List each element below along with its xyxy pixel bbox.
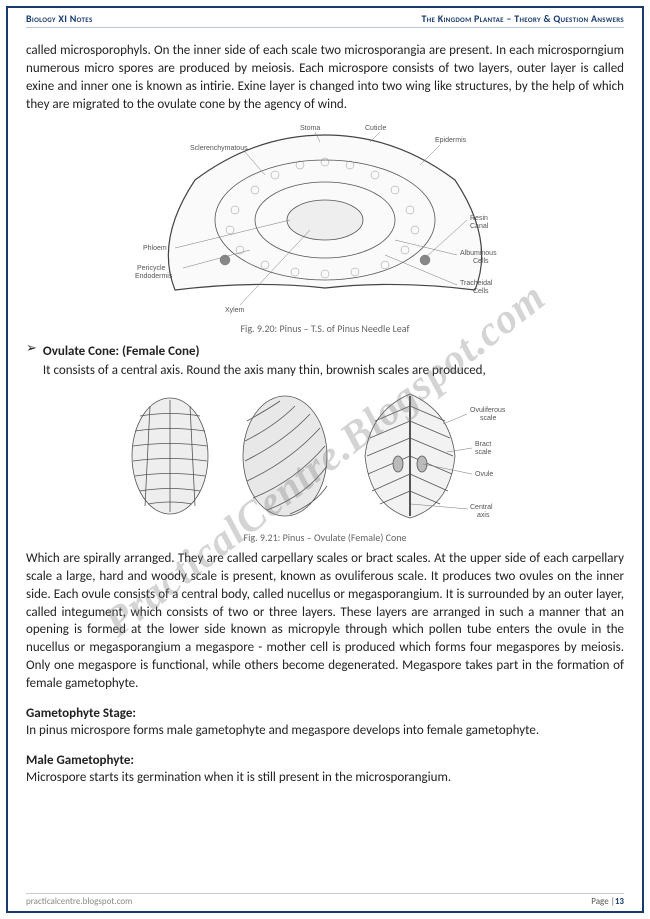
fig1-label: Endodermis — [135, 273, 173, 280]
paragraph-ovulate-body: Which are spirally arranged. They are ca… — [26, 550, 624, 694]
fig1-label: Tracheidal — [460, 280, 493, 287]
paragraph-intro: called microsporophyls. On the inner sid… — [26, 42, 624, 114]
fig1-label: Phloem — [143, 245, 167, 252]
male-gametophyte-body: Microspore starts its germination when i… — [26, 769, 624, 787]
header-right: The Kingdom Plantae – Theory & Question … — [421, 12, 624, 25]
ovulate-intro: It consists of a central axis. Round the… — [43, 363, 486, 378]
fig1-label: Xylem — [225, 307, 245, 314]
fig1-label: Stoma — [300, 125, 320, 132]
fig1-label: Cells — [473, 258, 489, 265]
figure-caption-2: Fig. 9.21: Pinus – Ovulate (Female) Cone — [26, 531, 624, 544]
figure-pinus-needle: Sclerenchymatous Stoma Cuticle Epidermis… — [26, 120, 624, 335]
page-number: Page |13 — [591, 896, 624, 907]
fig2-label: axis — [477, 512, 490, 519]
page-label: Page | — [591, 896, 615, 907]
gametophyte-body: In pinus microspore forms male gametophy… — [26, 722, 624, 740]
fig1-label: Cuticle — [365, 125, 387, 132]
footer-url: practicalcentre.blogspot.com — [26, 896, 132, 907]
fig2-label: Central — [470, 504, 493, 511]
page-content: Biology XI Notes The Kingdom Plantae – T… — [8, 8, 642, 911]
fig1-label: Sclerenchymatous — [190, 145, 248, 152]
figure-ovulate-cone: Ovuliferous scale Bract scale Ovule Cent… — [26, 384, 624, 544]
fig1-label: Resin — [470, 215, 488, 222]
gametophyte-title: Gametophyte Stage: — [26, 706, 136, 721]
page-num-value: 13 — [615, 896, 624, 907]
header-left: Biology XI Notes — [26, 12, 93, 25]
fig2-label: scale — [475, 449, 491, 456]
ovulate-heading-row: ➢ Ovulate Cone: (Female Cone) It consist… — [26, 341, 624, 380]
page-header: Biology XI Notes The Kingdom Plantae – T… — [26, 12, 624, 28]
fig1-label: Epidermis — [435, 137, 467, 144]
ovulate-cone-svg: Ovuliferous scale Bract scale Ovule Cent… — [115, 384, 535, 529]
male-gametophyte-title: Male Gametophyte: — [26, 753, 134, 768]
fig2-label: scale — [480, 415, 496, 422]
fig1-label: Cells — [473, 288, 489, 295]
page-footer: practicalcentre.blogspot.com Page |13 — [26, 893, 624, 907]
ovulate-title: Ovulate Cone: (Female Cone) — [43, 344, 200, 359]
fig2-label: Bract — [475, 441, 491, 448]
fig2-label: Ovule — [475, 471, 493, 478]
figure-caption-1: Fig. 9.20: Pinus – T.S. of Pinus Needle … — [26, 322, 624, 335]
fig1-label: Pericycle — [137, 265, 166, 272]
bullet-icon: ➢ — [26, 341, 37, 358]
fig1-label: Canal — [470, 223, 489, 230]
fig1-label: Albuminous — [460, 250, 497, 257]
fig2-label: Ovuliferous — [470, 407, 506, 414]
pinus-needle-svg: Sclerenchymatous Stoma Cuticle Epidermis… — [135, 120, 515, 320]
